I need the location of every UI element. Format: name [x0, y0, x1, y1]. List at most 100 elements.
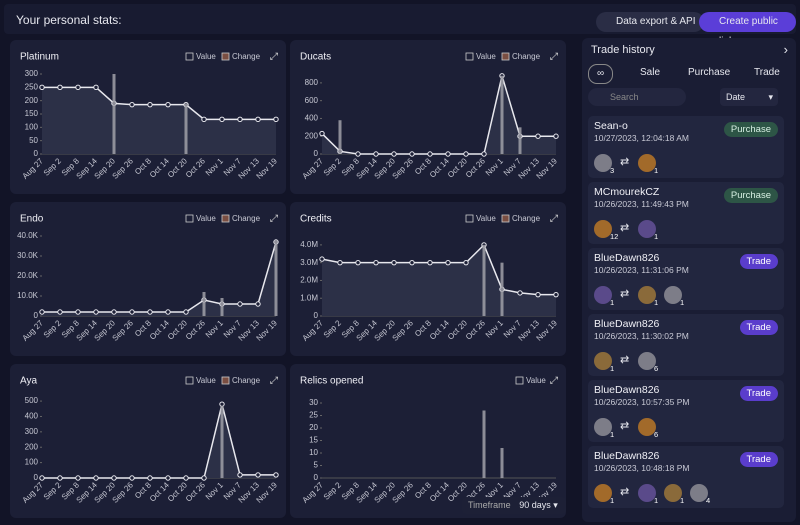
item-count: 1 [610, 496, 615, 505]
chart-title: Ducats [300, 52, 331, 63]
trade-entry[interactable]: BlueDawn826 10/26/2023, 11:31:06 PM Trade 1… [588, 248, 784, 310]
y-tick-label: 100 [25, 458, 39, 467]
point [355, 151, 361, 157]
trade-type: Trade [739, 320, 778, 335]
chart-title: Endo [20, 214, 44, 225]
point [165, 309, 171, 315]
point [237, 301, 243, 307]
point [219, 116, 225, 123]
legend-box [221, 52, 230, 61]
legend-label: Value [526, 376, 546, 385]
item-icon [594, 154, 612, 172]
trader-name: BlueDawn826 [594, 318, 660, 330]
legend-label: Value [196, 376, 216, 385]
trade-type: Purchase [723, 122, 778, 137]
trader-name: BlueDawn826 [594, 450, 660, 462]
swap-icon: ⇄ [620, 486, 630, 498]
y-tick-label: 600 [305, 96, 319, 105]
point [237, 116, 243, 123]
trade-type: Trade [739, 452, 778, 467]
chart-title: Relics opened [300, 376, 363, 387]
bar [338, 120, 342, 154]
legend-box [465, 214, 474, 223]
sort-select[interactable]: Date ▾ [720, 88, 778, 106]
trade-entry[interactable]: BlueDawn826 10/26/2023, 11:30:02 PM Trade 1… [588, 314, 784, 376]
y-tick-label: 0 [314, 311, 319, 320]
chevron[interactable]: › [783, 42, 788, 57]
legend-label: Value [476, 214, 496, 223]
item-icon [594, 352, 612, 370]
item-icon [638, 352, 656, 370]
item-count: 1 [654, 298, 659, 307]
item-count: 1 [610, 364, 615, 373]
y-tick-label: 0 [34, 311, 39, 320]
timeframe[interactable]: Timeframe 90 days ▾ [462, 497, 566, 514]
trade-entry[interactable]: BlueDawn826 10/26/2023, 10:57:35 PM Trade 1… [588, 380, 784, 442]
point [553, 133, 559, 139]
legend-label: Change [512, 52, 541, 61]
y-tick-label: 3.0M [300, 258, 318, 267]
line [321, 243, 556, 296]
legend-label: Change [232, 52, 261, 61]
share-button[interactable]: Create public link [699, 12, 796, 47]
item-icon [594, 220, 612, 238]
point [75, 475, 81, 481]
tab[interactable]: Purchase [688, 67, 731, 78]
y-tick-label: 200 [305, 131, 319, 140]
bar [112, 74, 116, 154]
line [42, 86, 276, 121]
item-count: 4 [706, 496, 711, 505]
item-icon [638, 418, 656, 436]
line [42, 241, 277, 313]
top-bar: Your personal stats: Data export & API C… [4, 4, 796, 47]
point [147, 309, 153, 315]
chart-card [290, 364, 566, 518]
point [535, 291, 541, 298]
point [237, 472, 243, 478]
item-count: 1 [654, 496, 659, 505]
page-title: Your personal stats: [16, 13, 122, 27]
point [463, 259, 469, 266]
point [535, 133, 541, 139]
y-tick-label: 300 [25, 427, 39, 436]
y-tick-label: 0 [314, 149, 319, 158]
expand-icon: ⤢ [270, 214, 278, 225]
point [39, 475, 45, 481]
y-tick-label: 4.0M [300, 240, 318, 249]
point [255, 472, 261, 478]
tab-all[interactable]: ∞ [588, 64, 614, 84]
point [201, 475, 207, 481]
line [321, 72, 556, 155]
item-count: 1 [654, 232, 659, 241]
point [165, 101, 171, 108]
item-icon [638, 286, 656, 304]
trade-entry[interactable]: Sean-o 10/27/2023, 12:04:18 AM Purchase 3 ⇄ 1 [588, 116, 784, 178]
charts: Platinum Value Change ⤢050100150200250300Au… [10, 40, 566, 518]
point [445, 259, 451, 266]
legend-box [465, 52, 474, 61]
item-icon [638, 484, 656, 502]
legend-box [221, 214, 230, 223]
point [75, 309, 81, 315]
trader-name: MCmourekCZ [594, 186, 660, 198]
trade-entry[interactable]: BlueDawn826 10/26/2023, 10:48:18 PM Trade 1… [588, 446, 784, 508]
item-count: 1 [610, 298, 615, 307]
point [93, 309, 99, 315]
trader-name: BlueDawn826 [594, 384, 660, 396]
export-button[interactable]: Data export & API [596, 12, 704, 32]
expand-icon: ⤢ [550, 52, 558, 63]
point [183, 309, 189, 315]
chart-title: Credits [300, 214, 332, 225]
chart-title: Aya [20, 376, 37, 387]
search-box[interactable]: Search [588, 88, 686, 106]
y-tick-label: 50 [29, 136, 38, 145]
y-tick-label: 100 [25, 122, 39, 131]
y-tick-label: 0 [314, 473, 319, 482]
item-icon [638, 154, 656, 172]
point [391, 151, 397, 157]
tab[interactable]: Sale [640, 67, 661, 78]
expand-icon: ⤢ [550, 214, 558, 225]
point [409, 259, 415, 266]
trade-entry[interactable]: MCmourekCZ 10/26/2023, 11:49:43 PM Purchas… [588, 182, 784, 244]
tab[interactable]: Trade [754, 67, 780, 78]
